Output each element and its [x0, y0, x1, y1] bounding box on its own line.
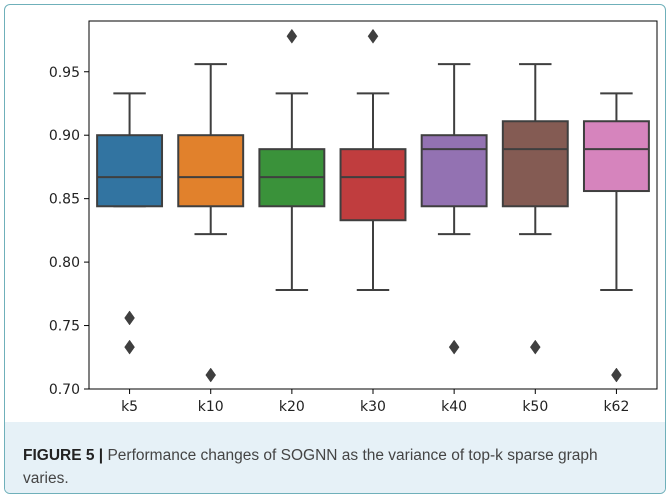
figure-caption: FIGURE 5 | Performance changes of SOGNN … [5, 422, 665, 493]
box-k40 [420, 134, 488, 208]
figure-label: FIGURE 5 | [23, 447, 104, 464]
outlier-point [448, 339, 460, 355]
x-tick-label: k5 [121, 399, 138, 415]
y-tick-label: 0.80 [49, 255, 80, 271]
boxplot-chart: 0.70 0.75 0.80 0.85 0.90 0.95 k5 k10 k20 k30 k40 k5… [49, 20, 658, 415]
x-tick-label: k20 [279, 399, 305, 415]
x-tick-label: k62 [603, 399, 629, 415]
x-tick-label: k10 [198, 399, 224, 415]
x-tick-label: k30 [360, 399, 386, 415]
box-k5 [96, 134, 164, 208]
y-tick-label: 0.85 [49, 192, 80, 208]
figure-frame: 0.70 0.75 0.80 0.85 0.90 0.95 k5 k10 k20 k30 k40 k5… [4, 4, 666, 494]
y-tick-label: 0.70 [49, 382, 80, 398]
y-tick-label: 0.90 [49, 128, 80, 144]
outlier-point [205, 367, 217, 383]
box-k30 [339, 148, 407, 222]
box-k10 [177, 134, 245, 208]
outlier-point [124, 310, 135, 326]
outlier-point [124, 339, 135, 355]
outlier-point [611, 367, 622, 383]
caption-text: Performance changes of SOGNN as the vari… [23, 447, 598, 487]
y-tick-label: 0.95 [49, 65, 80, 81]
outlier-point [367, 28, 379, 44]
box-k62 [582, 120, 650, 193]
x-tick-label: k40 [441, 399, 467, 415]
outlier-point [286, 28, 298, 44]
box-k50 [501, 120, 569, 208]
x-tick-label: k50 [522, 399, 548, 415]
outlier-point [529, 339, 541, 355]
y-tick-label: 0.75 [49, 319, 80, 335]
